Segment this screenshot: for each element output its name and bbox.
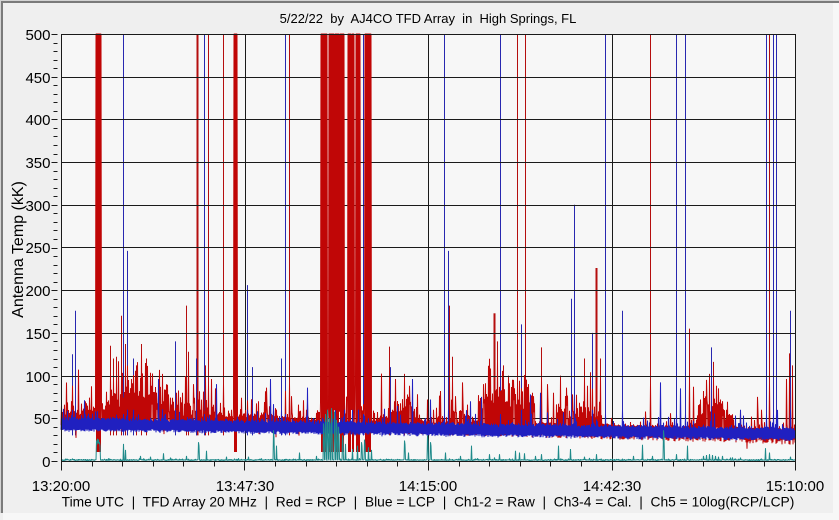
svg-text:200: 200	[25, 283, 50, 300]
svg-text:350: 350	[25, 155, 50, 172]
svg-text:14:15:00: 14:15:00	[399, 478, 457, 495]
svg-text:50: 50	[34, 411, 51, 428]
svg-text:14:42:30: 14:42:30	[583, 478, 641, 495]
svg-text:15:10:00: 15:10:00	[766, 478, 824, 495]
svg-text:500: 500	[25, 27, 50, 44]
svg-text:13:20:00: 13:20:00	[32, 478, 90, 495]
svg-text:400: 400	[25, 112, 50, 129]
svg-text:Time UTC | TFD Array 20 MHz: Time UTC | TFD Array 20 MHz | Red = RCP …	[62, 495, 795, 510]
svg-text:13:47:30: 13:47:30	[216, 478, 274, 495]
svg-text:5/22/22 by AJ4CO TFD Array: 5/22/22 by AJ4CO TFD Array in High Sprin…	[280, 11, 577, 26]
svg-text:150: 150	[25, 326, 50, 343]
svg-text:300: 300	[25, 198, 50, 215]
svg-text:100: 100	[25, 369, 50, 386]
svg-text:450: 450	[25, 70, 50, 87]
svg-text:0: 0	[42, 454, 50, 471]
svg-text:Antenna Temp (kK): Antenna Temp (kK)	[10, 181, 27, 318]
svg-text:250: 250	[25, 240, 50, 257]
